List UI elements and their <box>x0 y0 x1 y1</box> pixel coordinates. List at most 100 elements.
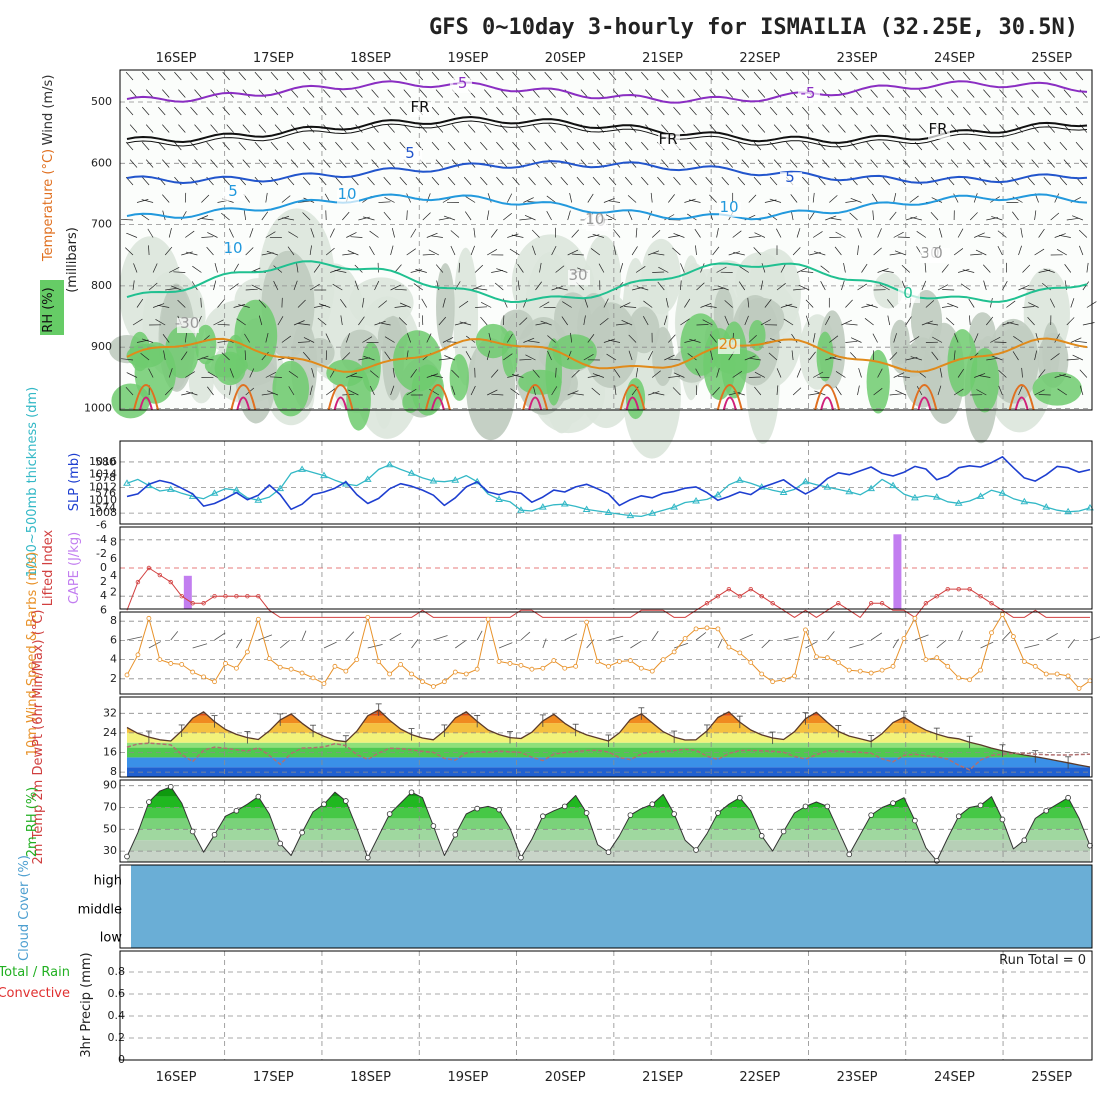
wind-barb <box>201 357 214 361</box>
upper-panel-frame <box>119 69 1093 411</box>
wind-barb <box>435 124 444 133</box>
wind-barb <box>1079 245 1084 256</box>
wind-barb <box>494 282 504 291</box>
wind-barb <box>367 71 375 81</box>
wind-barb <box>1049 298 1056 308</box>
wind-speed-marker <box>978 667 983 673</box>
wind-barb <box>753 141 762 151</box>
temp-contour-25 <box>1008 384 1035 411</box>
wind-speed-marker <box>387 671 393 677</box>
wind-barb <box>516 124 524 133</box>
wind-barb <box>724 300 733 308</box>
wind-barb <box>384 351 391 361</box>
wind-barb <box>555 367 557 378</box>
wind-barb <box>963 71 971 81</box>
lifted-index-marker <box>748 586 753 592</box>
wind-barb <box>206 246 214 256</box>
temp-contour-30 <box>139 396 153 411</box>
x-tick-label-bottom: 19SEP <box>447 1070 488 1085</box>
thickness-tick-label: 576 <box>95 486 116 499</box>
wind-speed-marker <box>376 659 382 664</box>
wind-barb <box>185 230 195 238</box>
wind-barb <box>882 176 890 186</box>
wind-barb <box>738 281 746 291</box>
x-tick-label-bottom: 20SEP <box>545 1070 586 1085</box>
wind-barb <box>946 71 955 81</box>
wind-barb <box>1031 89 1039 98</box>
wind-barb <box>651 229 661 238</box>
wind-barb <box>785 106 794 116</box>
wind-barb <box>835 231 846 238</box>
contour-label: -10 <box>580 210 605 228</box>
wind-barb <box>486 210 490 221</box>
thickness-axis-label: 1000~500mb thickness (dm) <box>25 387 40 577</box>
temp-contour-25 <box>814 384 841 411</box>
wind-barb <box>496 141 504 151</box>
wind-barb <box>882 71 890 81</box>
wind-barb <box>571 369 580 378</box>
rh-marker <box>540 813 546 820</box>
wind-barb <box>737 141 746 151</box>
wind-speed-marker <box>255 616 261 622</box>
wind-barb <box>688 199 701 203</box>
wind-barb <box>877 368 883 378</box>
wind-barb <box>384 336 395 343</box>
thickness-marker <box>210 489 219 496</box>
thickness-tick-label: 574 <box>95 502 116 515</box>
wind-barb <box>914 106 923 116</box>
thickness-marker <box>626 511 635 519</box>
wind-speed-marker <box>617 659 622 664</box>
thickness-marker <box>407 469 416 476</box>
wind-barb <box>244 350 247 361</box>
rh-marker <box>715 810 721 816</box>
wind-speed-marker <box>266 656 272 662</box>
wind-speed-marker <box>967 677 973 683</box>
lifted-index-tick-label: 0 <box>100 561 107 574</box>
wind-barb <box>551 386 558 396</box>
wind-barb <box>571 229 580 238</box>
wind-barb <box>693 124 701 133</box>
wind-barb-10m <box>586 639 595 649</box>
wind-barb <box>168 368 173 378</box>
wind-barb <box>387 124 395 133</box>
wind-barb <box>207 232 218 238</box>
wind-barb <box>587 193 594 203</box>
x-tick-label-top: 20SEP <box>545 51 586 66</box>
wind-barb <box>866 176 874 186</box>
wind-speed-marker <box>299 670 305 676</box>
wind-tick-label: 4 <box>110 653 117 666</box>
wind-barb <box>121 218 134 221</box>
wind-barb <box>769 198 782 203</box>
wind-barb <box>663 315 668 326</box>
wind-speed-marker <box>201 674 207 680</box>
wind-barb <box>760 319 771 326</box>
rh-marker <box>167 783 174 790</box>
wind-barb <box>967 159 975 168</box>
lifted-index-tick-label: -6 <box>96 519 107 532</box>
wind-barb <box>503 353 513 361</box>
thickness-marker <box>648 509 657 516</box>
cape-tick-label: 2 <box>110 585 117 598</box>
wind-speed-marker <box>146 615 152 621</box>
wind-barb <box>1079 159 1088 168</box>
rh-marker <box>561 803 568 810</box>
wind-barb <box>464 211 472 221</box>
contour-label: 10 <box>223 239 242 257</box>
wind-barb <box>206 71 214 81</box>
wind-barb <box>523 197 534 203</box>
wind-speed-marker <box>529 666 535 672</box>
wind-barb <box>486 350 491 361</box>
wind-speed-marker <box>496 659 502 664</box>
lifted-index-marker <box>945 586 950 592</box>
wind-barb <box>910 216 922 221</box>
wind-barb <box>776 385 779 396</box>
rh-marker <box>671 811 677 817</box>
wind-barb <box>544 71 552 81</box>
wind-barb <box>591 387 601 396</box>
wind-barb <box>348 389 359 396</box>
wind-barb <box>367 106 375 116</box>
wind-barb <box>470 245 475 256</box>
